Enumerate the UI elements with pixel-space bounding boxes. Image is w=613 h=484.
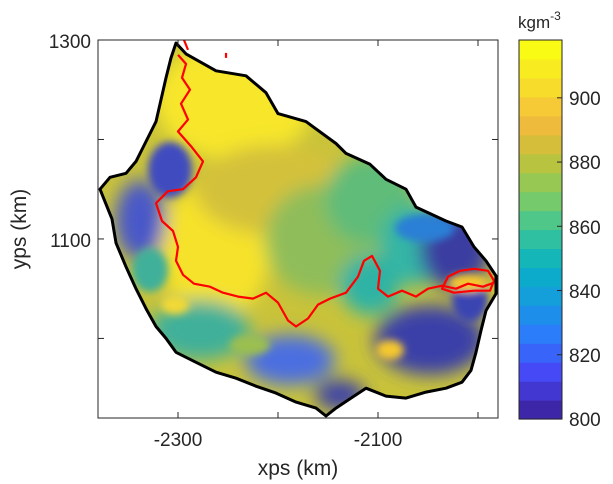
x-axis-title: xps (km) bbox=[258, 457, 339, 480]
field-blob bbox=[148, 142, 192, 198]
grounding-line-contours bbox=[154, 39, 496, 328]
colorbar-label: 900 bbox=[569, 89, 601, 110]
colorbar-step bbox=[519, 153, 562, 174]
colorbar-step bbox=[519, 40, 562, 60]
colorbar-step bbox=[519, 191, 562, 212]
field-blob bbox=[132, 248, 168, 292]
colorbar-label: 860 bbox=[569, 218, 601, 239]
colorbar-label: 820 bbox=[569, 346, 601, 367]
field-blob bbox=[340, 255, 400, 315]
grounding-line-contour bbox=[154, 54, 495, 328]
colorbar-unit-base: kgm bbox=[518, 13, 550, 32]
colorbar-step bbox=[519, 229, 562, 250]
colorbar-step bbox=[519, 324, 562, 344]
colorbar-step bbox=[519, 305, 562, 325]
grounding-line-contour bbox=[182, 39, 190, 51]
field-blobs-sharp bbox=[132, 142, 488, 360]
field-blob bbox=[375, 305, 485, 375]
x-tick-label: -2300 bbox=[154, 430, 203, 451]
colorbar-step bbox=[519, 381, 562, 401]
colorbar-ticks bbox=[557, 97, 562, 420]
colorbar-step bbox=[519, 172, 562, 193]
y-axis-title: yps (km) bbox=[8, 189, 31, 270]
y-tick-label: 1100 bbox=[50, 231, 91, 252]
colorbar-step bbox=[519, 210, 562, 231]
ice-shelf-outline bbox=[98, 41, 498, 418]
colorbar-step bbox=[519, 134, 562, 155]
colorbar-unit: kgm-3 bbox=[518, 9, 561, 32]
colorbar-step bbox=[519, 286, 562, 306]
colorbar-frame bbox=[518, 39, 563, 420]
colorbar bbox=[519, 40, 562, 420]
y-tick-label: 1300 bbox=[49, 32, 91, 53]
colorbar-label: 800 bbox=[569, 410, 601, 431]
field-blob bbox=[115, 180, 165, 260]
colorbar-step bbox=[519, 343, 562, 363]
field-blob bbox=[161, 296, 189, 314]
axis-ticks bbox=[98, 39, 498, 418]
colorbar-step bbox=[519, 248, 562, 268]
field-blob bbox=[150, 300, 250, 360]
colorbar-unit-exponent: -3 bbox=[550, 9, 561, 23]
colorbar-step bbox=[519, 96, 562, 117]
colorbar-step bbox=[519, 267, 562, 287]
field-blob bbox=[395, 214, 455, 242]
colorbar-step bbox=[519, 115, 562, 136]
colorbar-step bbox=[519, 77, 562, 98]
colorbar-label: 840 bbox=[569, 282, 601, 303]
field-blob bbox=[230, 335, 270, 355]
field-blob bbox=[376, 340, 404, 360]
x-tick-label: -2100 bbox=[354, 430, 403, 451]
colorbar-step bbox=[519, 58, 562, 79]
grounding-line-contour bbox=[440, 267, 496, 294]
axes-frame bbox=[97, 39, 499, 419]
colorbar-label: 880 bbox=[569, 153, 601, 174]
colorbar-step bbox=[519, 362, 562, 382]
colorbar-step bbox=[519, 400, 562, 420]
